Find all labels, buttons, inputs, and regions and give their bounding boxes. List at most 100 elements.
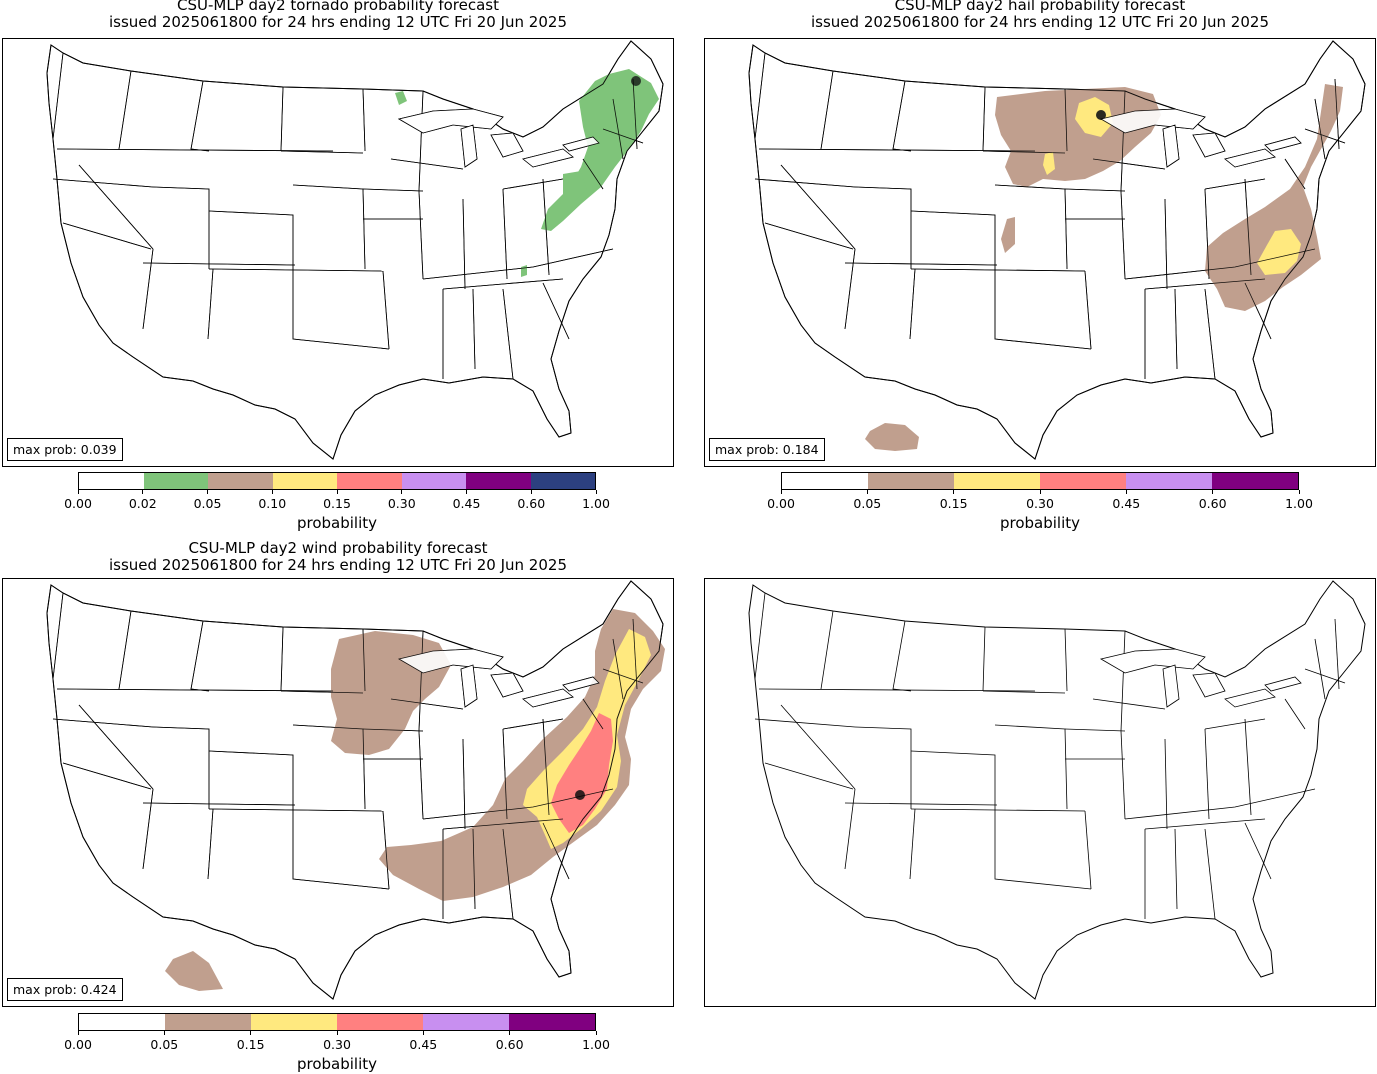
tornado-max-point [631, 76, 641, 86]
hail-colorbar-tick-label: 0.05 [853, 496, 882, 511]
state-boundary [502, 288, 514, 380]
tornado-colorbar-tick-label: 0.10 [258, 496, 287, 511]
tornado-colorbar-segment [530, 473, 595, 489]
state-boundary [1064, 628, 1068, 692]
state-boundary [1124, 788, 1316, 820]
state-boundary [56, 148, 334, 152]
hail-map [748, 40, 1366, 460]
state-boundary [472, 288, 476, 370]
state-boundary [632, 78, 638, 150]
state-boundary [1204, 288, 1216, 380]
state-boundary [754, 718, 856, 728]
hail-colorbar-segment [954, 473, 1040, 489]
wind-colorbar-tickmark [163, 1031, 165, 1035]
state-boundary [754, 592, 766, 680]
hail-colorbar-segment [1040, 473, 1126, 489]
state-boundary [208, 210, 294, 269]
hail-area-mexico [865, 423, 919, 451]
state-boundary [542, 178, 550, 276]
state-boundary [820, 610, 834, 690]
state-boundary [292, 269, 390, 350]
tornado-colorbar-tick-label: 0.00 [64, 496, 92, 511]
state-boundary [280, 150, 364, 154]
state-boundary [1144, 278, 1266, 290]
tornado-map-panel: max prob: 0.039 [2, 38, 674, 467]
state-boundary [207, 268, 214, 340]
tornado-title-line1: CSU-MLP day2 tornado probability forecas… [177, 0, 499, 14]
hail-colorbar-bar [781, 472, 1299, 490]
wind-colorbar-segment [423, 1014, 509, 1030]
state-boundary [758, 688, 1036, 692]
hail-area-south-dakota-yellow [1043, 152, 1055, 175]
hail-colorbar-tickmark [1298, 490, 1300, 494]
wind-max-point [575, 790, 585, 800]
state-boundary [442, 818, 564, 830]
state-boundary [994, 269, 1092, 350]
wind-colorbar-bar [78, 1013, 596, 1031]
state-boundary [502, 718, 564, 730]
state-boundary [292, 809, 390, 890]
state-boundary [1204, 718, 1266, 730]
wind-colorbar-tick-label: 0.15 [236, 1037, 265, 1052]
state-boundary [1084, 810, 1092, 890]
tornado-colorbar-tick-label: 0.15 [323, 496, 351, 511]
state-boundary [1174, 828, 1178, 910]
tornado-colorbar-segment [337, 473, 402, 489]
state-boundary [1092, 158, 1166, 170]
state-boundary [78, 164, 154, 250]
great-lake [490, 132, 524, 158]
tornado-colorbar-tick-label: 0.02 [128, 496, 157, 511]
tornado-colorbar-tick-label: 0.60 [517, 496, 546, 511]
hail-title-line1: CSU-MLP day2 hail probability forecast [894, 0, 1186, 14]
state-boundary [362, 88, 366, 152]
state-boundary [1334, 78, 1340, 150]
state-boundary [854, 186, 912, 269]
state-boundary [142, 802, 296, 806]
wind-map [46, 580, 665, 1000]
state-boundary [502, 178, 564, 190]
great-lake [1224, 688, 1276, 708]
state-boundary [1244, 282, 1272, 340]
state-boundary [844, 262, 998, 266]
state-boundary [362, 728, 424, 732]
state-boundary [754, 178, 856, 188]
wind-colorbar-label: probability [296, 1055, 378, 1073]
hail-colorbar-tick-label: 0.45 [1112, 496, 1141, 511]
state-boundary [118, 610, 132, 690]
state-boundary [1204, 178, 1266, 190]
state-boundary [142, 262, 296, 266]
state-boundary [142, 248, 154, 330]
state-boundary [292, 269, 390, 350]
tornado-colorbar-label: probability [296, 514, 378, 532]
state-boundary [382, 270, 390, 350]
state-boundary [52, 592, 64, 680]
state-boundary [1124, 248, 1316, 280]
state-boundary [362, 628, 366, 692]
tornado-title: CSU-MLP day2 tornado probability forecas… [2, 0, 674, 31]
basemap [748, 580, 1366, 1000]
state-boundary [1144, 818, 1266, 830]
great-lake [1099, 108, 1206, 134]
state-boundary [62, 762, 152, 790]
tornado-area-ohio [563, 171, 587, 201]
wind-colorbar-tickmark [250, 1031, 252, 1035]
state-boundary [1120, 630, 1126, 732]
state-boundary [982, 150, 1066, 154]
tornado-colorbar-tickmark [595, 490, 597, 494]
state-boundary [844, 248, 856, 330]
basemap-overlay [748, 40, 1366, 460]
state-boundary [502, 828, 514, 920]
state-boundary [422, 248, 614, 280]
hail-area-virginia-yellow [1257, 229, 1301, 275]
tornado-map [46, 40, 664, 460]
state-boundary [52, 178, 154, 188]
state-boundary [582, 698, 604, 730]
state-boundary [418, 730, 424, 820]
wind-colorbar-tickmark [77, 1031, 79, 1035]
state-boundary [56, 688, 334, 692]
state-boundary [442, 278, 564, 290]
tornado-colorbar-tick-label: 0.05 [193, 496, 222, 511]
state-boundary [390, 698, 464, 710]
state-boundary [1084, 270, 1092, 350]
state-boundary [982, 690, 1066, 694]
